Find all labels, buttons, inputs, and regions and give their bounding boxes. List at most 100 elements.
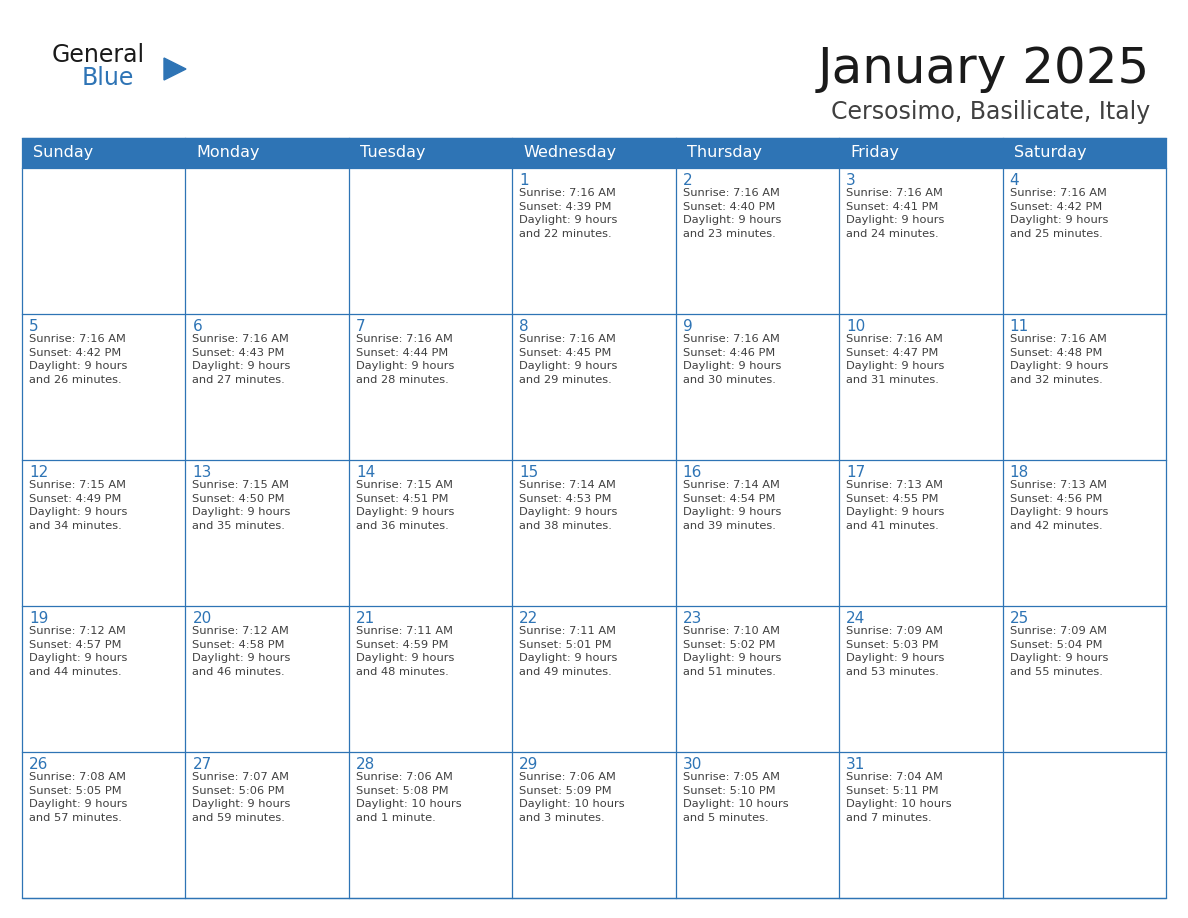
Bar — [676, 460, 839, 606]
Text: 24: 24 — [846, 611, 865, 626]
Text: 6: 6 — [192, 319, 202, 334]
Text: 28: 28 — [356, 757, 375, 772]
Bar — [512, 606, 676, 752]
Bar — [349, 460, 512, 606]
Text: 23: 23 — [683, 611, 702, 626]
Text: Sunrise: 7:12 AM
Sunset: 4:58 PM
Daylight: 9 hours
and 46 minutes.: Sunrise: 7:12 AM Sunset: 4:58 PM Dayligh… — [192, 626, 291, 677]
Bar — [23, 138, 1165, 898]
Text: Sunrise: 7:12 AM
Sunset: 4:57 PM
Daylight: 9 hours
and 44 minutes.: Sunrise: 7:12 AM Sunset: 4:57 PM Dayligh… — [29, 626, 127, 677]
Text: January 2025: January 2025 — [817, 45, 1150, 93]
Text: 7: 7 — [356, 319, 366, 334]
Bar — [23, 460, 185, 606]
Text: General: General — [52, 43, 145, 67]
Bar — [1003, 168, 1165, 314]
Text: Sunrise: 7:13 AM
Sunset: 4:56 PM
Daylight: 9 hours
and 42 minutes.: Sunrise: 7:13 AM Sunset: 4:56 PM Dayligh… — [1010, 480, 1108, 531]
Text: Sunrise: 7:09 AM
Sunset: 5:04 PM
Daylight: 9 hours
and 55 minutes.: Sunrise: 7:09 AM Sunset: 5:04 PM Dayligh… — [1010, 626, 1108, 677]
Bar — [23, 168, 185, 314]
Text: Sunrise: 7:14 AM
Sunset: 4:53 PM
Daylight: 9 hours
and 38 minutes.: Sunrise: 7:14 AM Sunset: 4:53 PM Dayligh… — [519, 480, 618, 531]
Bar — [349, 752, 512, 898]
Polygon shape — [164, 58, 187, 80]
Text: 21: 21 — [356, 611, 375, 626]
Text: Sunrise: 7:11 AM
Sunset: 4:59 PM
Daylight: 9 hours
and 48 minutes.: Sunrise: 7:11 AM Sunset: 4:59 PM Dayligh… — [356, 626, 454, 677]
Text: Sunrise: 7:11 AM
Sunset: 5:01 PM
Daylight: 9 hours
and 49 minutes.: Sunrise: 7:11 AM Sunset: 5:01 PM Dayligh… — [519, 626, 618, 677]
Text: Sunrise: 7:06 AM
Sunset: 5:08 PM
Daylight: 10 hours
and 1 minute.: Sunrise: 7:06 AM Sunset: 5:08 PM Dayligh… — [356, 772, 461, 823]
Text: 13: 13 — [192, 465, 211, 480]
Text: Sunrise: 7:16 AM
Sunset: 4:42 PM
Daylight: 9 hours
and 26 minutes.: Sunrise: 7:16 AM Sunset: 4:42 PM Dayligh… — [29, 334, 127, 385]
Bar — [185, 606, 349, 752]
Text: 30: 30 — [683, 757, 702, 772]
Bar — [185, 168, 349, 314]
Text: Sunrise: 7:10 AM
Sunset: 5:02 PM
Daylight: 9 hours
and 51 minutes.: Sunrise: 7:10 AM Sunset: 5:02 PM Dayligh… — [683, 626, 781, 677]
Text: Sunrise: 7:08 AM
Sunset: 5:05 PM
Daylight: 9 hours
and 57 minutes.: Sunrise: 7:08 AM Sunset: 5:05 PM Dayligh… — [29, 772, 127, 823]
Text: Sunrise: 7:07 AM
Sunset: 5:06 PM
Daylight: 9 hours
and 59 minutes.: Sunrise: 7:07 AM Sunset: 5:06 PM Dayligh… — [192, 772, 291, 823]
Bar — [23, 314, 185, 460]
Text: 10: 10 — [846, 319, 865, 334]
Text: Sunrise: 7:16 AM
Sunset: 4:43 PM
Daylight: 9 hours
and 27 minutes.: Sunrise: 7:16 AM Sunset: 4:43 PM Dayligh… — [192, 334, 291, 385]
Bar — [512, 314, 676, 460]
Bar — [349, 138, 512, 168]
Text: Sunrise: 7:15 AM
Sunset: 4:49 PM
Daylight: 9 hours
and 34 minutes.: Sunrise: 7:15 AM Sunset: 4:49 PM Dayligh… — [29, 480, 127, 531]
Bar — [512, 138, 676, 168]
Bar — [185, 460, 349, 606]
Bar — [1003, 460, 1165, 606]
Text: 31: 31 — [846, 757, 866, 772]
Text: 22: 22 — [519, 611, 538, 626]
Text: Sunrise: 7:04 AM
Sunset: 5:11 PM
Daylight: 10 hours
and 7 minutes.: Sunrise: 7:04 AM Sunset: 5:11 PM Dayligh… — [846, 772, 952, 823]
Text: 8: 8 — [519, 319, 529, 334]
Text: Sunrise: 7:16 AM
Sunset: 4:39 PM
Daylight: 9 hours
and 22 minutes.: Sunrise: 7:16 AM Sunset: 4:39 PM Dayligh… — [519, 188, 618, 239]
Bar — [1003, 314, 1165, 460]
Text: 27: 27 — [192, 757, 211, 772]
Bar — [839, 752, 1003, 898]
Text: Sunrise: 7:15 AM
Sunset: 4:50 PM
Daylight: 9 hours
and 35 minutes.: Sunrise: 7:15 AM Sunset: 4:50 PM Dayligh… — [192, 480, 291, 531]
Text: 4: 4 — [1010, 173, 1019, 188]
Bar — [676, 752, 839, 898]
Text: 17: 17 — [846, 465, 865, 480]
Bar — [512, 752, 676, 898]
Text: 2: 2 — [683, 173, 693, 188]
Bar — [839, 314, 1003, 460]
Bar — [23, 752, 185, 898]
Bar — [676, 314, 839, 460]
Bar — [349, 606, 512, 752]
Text: 14: 14 — [356, 465, 375, 480]
Bar — [839, 606, 1003, 752]
Text: Sunrise: 7:16 AM
Sunset: 4:41 PM
Daylight: 9 hours
and 24 minutes.: Sunrise: 7:16 AM Sunset: 4:41 PM Dayligh… — [846, 188, 944, 239]
Text: Monday: Monday — [197, 145, 260, 161]
Text: Wednesday: Wednesday — [524, 145, 617, 161]
Text: Sunrise: 7:13 AM
Sunset: 4:55 PM
Daylight: 9 hours
and 41 minutes.: Sunrise: 7:13 AM Sunset: 4:55 PM Dayligh… — [846, 480, 944, 531]
Text: 15: 15 — [519, 465, 538, 480]
Bar — [676, 606, 839, 752]
Bar — [512, 460, 676, 606]
Text: Saturday: Saturday — [1015, 145, 1087, 161]
Text: Sunday: Sunday — [33, 145, 94, 161]
Text: 20: 20 — [192, 611, 211, 626]
Text: 12: 12 — [29, 465, 49, 480]
Text: 9: 9 — [683, 319, 693, 334]
Text: Sunrise: 7:15 AM
Sunset: 4:51 PM
Daylight: 9 hours
and 36 minutes.: Sunrise: 7:15 AM Sunset: 4:51 PM Dayligh… — [356, 480, 454, 531]
Text: Sunrise: 7:09 AM
Sunset: 5:03 PM
Daylight: 9 hours
and 53 minutes.: Sunrise: 7:09 AM Sunset: 5:03 PM Dayligh… — [846, 626, 944, 677]
Bar — [185, 752, 349, 898]
Bar — [839, 168, 1003, 314]
Bar — [839, 460, 1003, 606]
Text: Tuesday: Tuesday — [360, 145, 425, 161]
Bar — [1003, 606, 1165, 752]
Text: Sunrise: 7:16 AM
Sunset: 4:40 PM
Daylight: 9 hours
and 23 minutes.: Sunrise: 7:16 AM Sunset: 4:40 PM Dayligh… — [683, 188, 781, 239]
Text: Sunrise: 7:16 AM
Sunset: 4:46 PM
Daylight: 9 hours
and 30 minutes.: Sunrise: 7:16 AM Sunset: 4:46 PM Dayligh… — [683, 334, 781, 385]
Text: Sunrise: 7:16 AM
Sunset: 4:42 PM
Daylight: 9 hours
and 25 minutes.: Sunrise: 7:16 AM Sunset: 4:42 PM Dayligh… — [1010, 188, 1108, 239]
Text: Sunrise: 7:14 AM
Sunset: 4:54 PM
Daylight: 9 hours
and 39 minutes.: Sunrise: 7:14 AM Sunset: 4:54 PM Dayligh… — [683, 480, 781, 531]
Text: Sunrise: 7:16 AM
Sunset: 4:48 PM
Daylight: 9 hours
and 32 minutes.: Sunrise: 7:16 AM Sunset: 4:48 PM Dayligh… — [1010, 334, 1108, 385]
Text: 5: 5 — [29, 319, 39, 334]
Text: Sunrise: 7:16 AM
Sunset: 4:44 PM
Daylight: 9 hours
and 28 minutes.: Sunrise: 7:16 AM Sunset: 4:44 PM Dayligh… — [356, 334, 454, 385]
Text: 25: 25 — [1010, 611, 1029, 626]
Bar — [185, 138, 349, 168]
Text: Blue: Blue — [82, 66, 134, 90]
Text: Cersosimo, Basilicate, Italy: Cersosimo, Basilicate, Italy — [830, 100, 1150, 124]
Bar — [676, 168, 839, 314]
Text: 11: 11 — [1010, 319, 1029, 334]
Text: Sunrise: 7:16 AM
Sunset: 4:45 PM
Daylight: 9 hours
and 29 minutes.: Sunrise: 7:16 AM Sunset: 4:45 PM Dayligh… — [519, 334, 618, 385]
Text: 29: 29 — [519, 757, 538, 772]
Text: 26: 26 — [29, 757, 49, 772]
Bar — [349, 168, 512, 314]
Text: 16: 16 — [683, 465, 702, 480]
Bar — [23, 138, 185, 168]
